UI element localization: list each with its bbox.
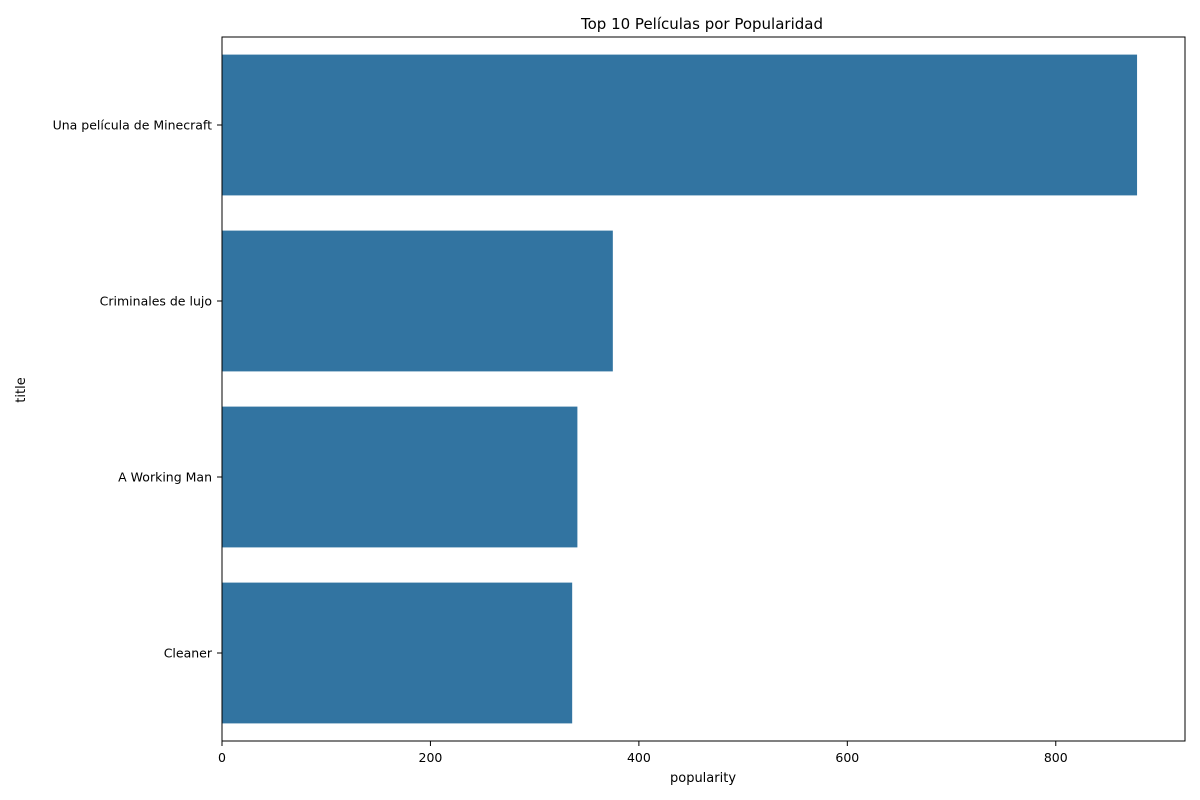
y-axis-label: title (14, 377, 29, 402)
x-tick-label: 0 (218, 750, 226, 765)
bar (222, 230, 613, 372)
plot-frame (221, 36, 1186, 742)
x-tick-label: 200 (419, 750, 443, 765)
y-ticks-group: Una película de Minecraft Criminales de l… (53, 118, 222, 661)
bar (222, 582, 573, 724)
x-axis-label: popularity (670, 771, 736, 786)
bar (222, 406, 578, 548)
chart-title: Top 10 Películas por Popularidad (580, 15, 823, 33)
y-tick-label: Criminales de lujo (100, 294, 212, 309)
bars-group (222, 54, 1138, 724)
x-tick-label: 400 (627, 750, 651, 765)
x-tick-label: 800 (1044, 750, 1068, 765)
y-tick-label: Cleaner (164, 646, 213, 661)
bar (222, 54, 1138, 196)
x-tick-label: 600 (835, 750, 859, 765)
x-ticks-group: 0 200 400 600 800 (218, 741, 1068, 765)
y-tick-label: A Working Man (118, 470, 212, 485)
y-tick-label: Una película de Minecraft (53, 118, 212, 133)
